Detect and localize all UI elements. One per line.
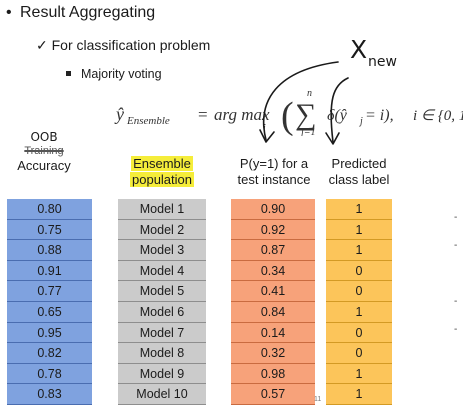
formula-delta: δ(ŷ [327,107,348,124]
formula-lhs-sub: Ensemble [126,115,170,127]
probability-cell: 0.14 [231,323,315,344]
model-cell: Model 7 [118,323,206,344]
formula-delta-sub: j [358,116,363,127]
formula-lhs: ŷ [114,104,124,124]
probability-header: P(y=1) for a test instance [225,156,323,188]
label-cell: 1 [326,220,392,241]
probability-cell: 0.90 [231,199,315,220]
probability-cell: 0.32 [231,343,315,364]
model-cell: Model 9 [118,364,206,385]
accuracy-label: Accuracy [17,158,71,173]
probability-cell: 0.41 [231,281,315,302]
probability-cell: 0.87 [231,240,315,261]
probability-header-line1: P(y=1) for a [239,156,309,171]
accuracy-cell: 0.75 [7,220,92,241]
formula-argmax: arg max [214,105,270,124]
accuracy-cell: 0.78 [7,364,92,385]
accuracy-cell: 0.77 [7,281,92,302]
oob-handwritten: OOB [30,130,58,144]
model-cell: Model 10 [118,384,206,405]
predicted-label-header: Predicted class label [318,156,400,188]
model-cell: Model 5 [118,281,206,302]
accuracy-cell: 0.95 [7,323,92,344]
label-cell: 0 [326,281,392,302]
bullet-classification-problem: ✓ For classification problem [36,37,210,54]
label-cell: 1 [326,240,392,261]
bullet-level3-text: Majority voting [81,67,162,81]
accuracy-column: 0.80 0.75 0.88 0.91 0.77 0.65 0.95 0.82 0.78 0.83 [7,199,92,405]
edge-fragment: - [454,324,458,335]
formula-sum-top: n [307,88,312,99]
handwritten-x: X [350,35,367,64]
bullet-level1-text: Result Aggregating [20,4,156,21]
bullet-dot-icon: • [6,4,12,21]
label-cell: 0 [326,323,392,344]
probability-cell: 0.98 [231,364,315,385]
formula-index-set: i ∈ {0, 1} [413,108,463,124]
formula-open-paren: ( [281,95,294,136]
arrow-curve-left [262,61,339,141]
formula-sum-sign: ∑ [295,98,316,131]
ensemble-header-line1: Ensemble [131,156,193,171]
formula-equals: = [198,105,208,124]
formula-sum-bottom: j=1 [299,127,316,136]
edge-fragment: - [454,296,458,307]
model-cell: Model 6 [118,302,206,323]
probability-cell: 0.92 [231,220,315,241]
model-column: Model 1 Model 2 Model 3 Model 4 Model 5 Model… [118,199,206,405]
accuracy-cell: 0.91 [7,261,92,282]
accuracy-cell: 0.82 [7,343,92,364]
probability-cell: 0.34 [231,261,315,282]
arrow-curve-right [330,77,349,143]
square-bullet-icon [66,71,71,76]
accuracy-cell: 0.88 [7,240,92,261]
model-cell: Model 3 [118,240,206,261]
accuracy-header: OOB Training Accuracy [12,130,76,192]
label-header-line2: class label [328,172,390,187]
ensemble-population-header: Ensemble population [118,156,206,188]
ensemble-formula: ŷ Ensemble = arg max i ( ∑ n j=1 δ(ŷ j =… [114,88,463,136]
label-cell: 0 [326,343,392,364]
model-cell: Model 4 [118,261,206,282]
ensemble-header-line2: population [130,172,194,187]
probability-header-line2: test instance [237,172,311,187]
accuracy-cell: 0.80 [7,199,92,220]
label-cell: 1 [326,384,392,405]
arrow-head-left [259,129,275,143]
probability-cell: 0.57 [231,384,315,405]
accuracy-cell: 0.65 [7,302,92,323]
bullet-majority-voting: Majority voting [66,67,162,81]
handwritten-annotation: X new [259,35,397,145]
formula-delta-rest: = i), [365,107,394,124]
model-cell: Model 2 [118,220,206,241]
edge-fragment: - [454,212,458,223]
edge-fragment: - [454,240,458,251]
training-struck: Training [24,145,64,157]
accuracy-cell: 0.83 [7,384,92,405]
arrow-head-right [325,132,340,145]
checkmark-icon: ✓ [36,37,48,53]
label-header-line1: Predicted [331,156,387,171]
probability-cell: 0.84 [231,302,315,323]
page-number: 11 [314,396,322,403]
model-cell: Model 1 [118,199,206,220]
label-cell: 0 [326,261,392,282]
handwritten-new: new [368,54,397,70]
bullet-result-aggregating: • Result Aggregating [6,4,155,22]
model-cell: Model 8 [118,343,206,364]
label-cell: 1 [326,302,392,323]
probability-column: 0.90 0.92 0.87 0.34 0.41 0.84 0.14 0.32 0.98 0.57 [231,199,315,405]
bullet-level2-text: For classification problem [51,37,211,53]
label-cell: 1 [326,364,392,385]
label-cell: 1 [326,199,392,220]
